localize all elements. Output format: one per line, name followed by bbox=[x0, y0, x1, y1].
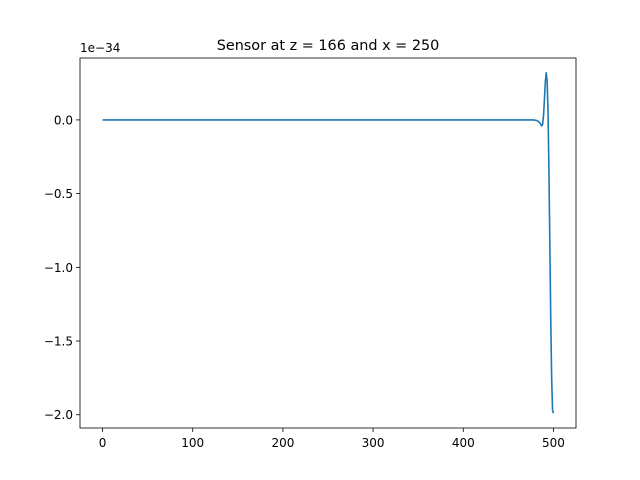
y-tick-label: −2.0 bbox=[44, 408, 73, 422]
chart-title: Sensor at z = 166 and x = 250 bbox=[217, 38, 440, 54]
y-tick-label: −0.5 bbox=[44, 187, 73, 201]
series-line bbox=[102, 71, 555, 414]
y-tick-label: −1.0 bbox=[44, 261, 73, 275]
plot-frame bbox=[79, 57, 577, 429]
x-tick-label: 400 bbox=[452, 436, 475, 450]
x-tick-label: 500 bbox=[542, 436, 565, 450]
plot-area bbox=[79, 57, 577, 429]
x-tick-label: 200 bbox=[271, 436, 294, 450]
y-offset-label: 1e−34 bbox=[80, 41, 120, 55]
x-axis: 0 100 200 300 400 500 bbox=[99, 428, 565, 450]
x-tick-label: 100 bbox=[181, 436, 204, 450]
y-axis: 0.0 −0.5 −1.0 −1.5 −2.0 bbox=[44, 113, 80, 422]
y-tick-label: −1.5 bbox=[44, 335, 73, 349]
x-tick-label: 300 bbox=[362, 436, 385, 450]
y-tick-label: 0.0 bbox=[54, 113, 73, 127]
series-layer bbox=[102, 71, 555, 414]
x-tick-label: 0 bbox=[99, 436, 107, 450]
